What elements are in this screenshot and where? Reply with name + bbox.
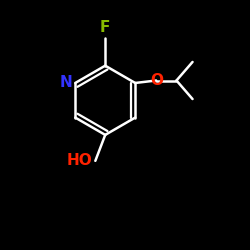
Text: HO: HO <box>66 153 92 168</box>
Text: F: F <box>100 20 110 35</box>
Text: N: N <box>60 76 72 90</box>
Text: O: O <box>150 73 164 88</box>
